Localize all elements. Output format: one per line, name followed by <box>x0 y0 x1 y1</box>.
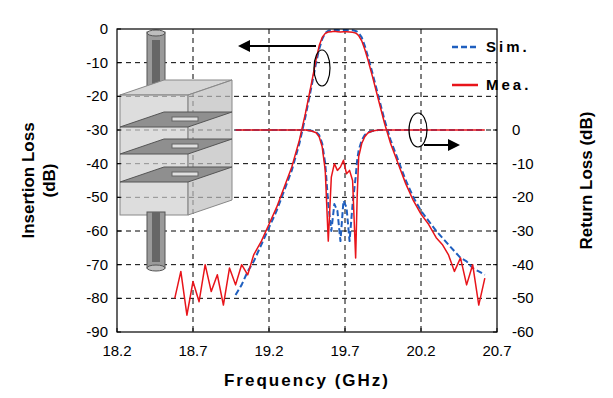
y2-tick <box>493 298 497 299</box>
y-tick <box>117 130 121 131</box>
y2-tick <box>493 197 497 198</box>
y-tick-label: -30 <box>86 121 108 138</box>
x-tick-label: 20.7 <box>482 342 511 359</box>
series-line <box>175 31 485 315</box>
y2-tick-label: -50 <box>512 289 534 306</box>
x-tick <box>421 328 422 332</box>
y-tick-label: 0 <box>100 20 108 37</box>
legend: Sim. Mea. <box>452 38 531 93</box>
y-tick-label: -60 <box>86 222 108 239</box>
y-tick-label: -70 <box>86 256 108 273</box>
annotation-arrows <box>238 40 460 151</box>
grid <box>117 29 497 332</box>
y-axis-label-line: (dB) <box>40 164 59 198</box>
y-tick <box>117 197 121 198</box>
x-tick <box>269 328 270 332</box>
y-axis-label: Insertion Loss(dB) <box>19 122 59 238</box>
series-line <box>236 130 485 241</box>
slot <box>172 172 198 176</box>
y2-tick <box>493 264 497 265</box>
y2-axis-label: Return Loss (dB) <box>577 112 596 250</box>
slot <box>172 144 198 148</box>
y-tick-label: -50 <box>86 188 108 205</box>
y2-tick-label: -30 <box>512 222 534 239</box>
x-grid-line <box>421 29 422 332</box>
layer <box>120 167 232 182</box>
legend-label: Sim. <box>486 38 530 55</box>
y-tick <box>117 29 121 30</box>
y-axis-label-line: Insertion Loss <box>19 122 38 238</box>
y-tick-label: -90 <box>86 323 108 340</box>
x-grid-line <box>345 29 346 332</box>
ellipse-marker <box>314 50 330 86</box>
y-tick <box>117 332 121 333</box>
layer <box>120 139 232 154</box>
plot-frame <box>117 29 497 332</box>
x-axis-label: Frequency (GHz) <box>224 371 390 390</box>
y2-tick-label: -40 <box>512 256 534 273</box>
layer <box>120 112 232 127</box>
x-tick-label: 18.7 <box>178 342 207 359</box>
x-tick-label: 18.2 <box>102 342 131 359</box>
series-group <box>175 30 485 315</box>
x-grid-line <box>269 29 270 332</box>
y2-tick-label: -10 <box>512 155 534 172</box>
arrow-head <box>238 40 250 52</box>
slot <box>172 117 198 121</box>
y-tick <box>117 298 121 299</box>
connector-bottom <box>147 212 165 268</box>
x-tick <box>117 328 118 332</box>
y-tick-label: -20 <box>86 87 108 104</box>
y2-tick <box>493 163 497 164</box>
y2-tick <box>493 332 497 333</box>
chart: 18.2 18.7 19.2 19.7 20.2 20.7 -90 -80 -70 -60 -50 -… <box>0 0 613 398</box>
y-grid-line <box>117 62 497 63</box>
x-tick <box>345 328 346 332</box>
x-tick <box>193 328 194 332</box>
arrow-head <box>448 139 460 151</box>
y-tick <box>117 96 121 97</box>
connector-bottom-cap <box>147 265 165 271</box>
y2-tick-label: 0 <box>512 121 520 138</box>
inset-structure <box>120 30 232 271</box>
y-tick-label: -40 <box>86 155 108 172</box>
legend-label: Mea. <box>486 76 531 93</box>
series-line <box>236 130 485 258</box>
y-tick <box>117 163 121 164</box>
x-tick-label: 20.2 <box>406 342 435 359</box>
y2-tick-label: -60 <box>512 323 534 340</box>
y-grid-line <box>117 298 497 299</box>
y2-tick <box>493 231 497 232</box>
ellipse-marker <box>409 113 427 147</box>
legend-swatch <box>452 46 478 49</box>
connector-bottom-pin <box>152 212 160 262</box>
y-tick <box>117 62 121 63</box>
series-line <box>236 30 485 295</box>
arrow-line <box>248 45 316 47</box>
y-tick <box>117 231 121 232</box>
y-grid-line <box>117 264 497 265</box>
axes: 18.2 18.7 19.2 19.7 20.2 20.7 -90 -80 -70 -60 -50 -… <box>19 20 596 390</box>
y-tick-label: -80 <box>86 289 108 306</box>
connector-top-cap <box>147 30 165 36</box>
x-tick-label: 19.2 <box>254 342 283 359</box>
x-tick-label: 19.7 <box>330 342 359 359</box>
y-tick-label: -10 <box>86 54 108 71</box>
arrow-line <box>424 144 450 146</box>
y2-tick <box>493 130 497 131</box>
y2-tick-label: -20 <box>512 188 534 205</box>
x-tick <box>497 328 498 332</box>
legend-swatch <box>452 84 478 87</box>
y-tick <box>117 264 121 265</box>
y-grid-line <box>117 231 497 232</box>
